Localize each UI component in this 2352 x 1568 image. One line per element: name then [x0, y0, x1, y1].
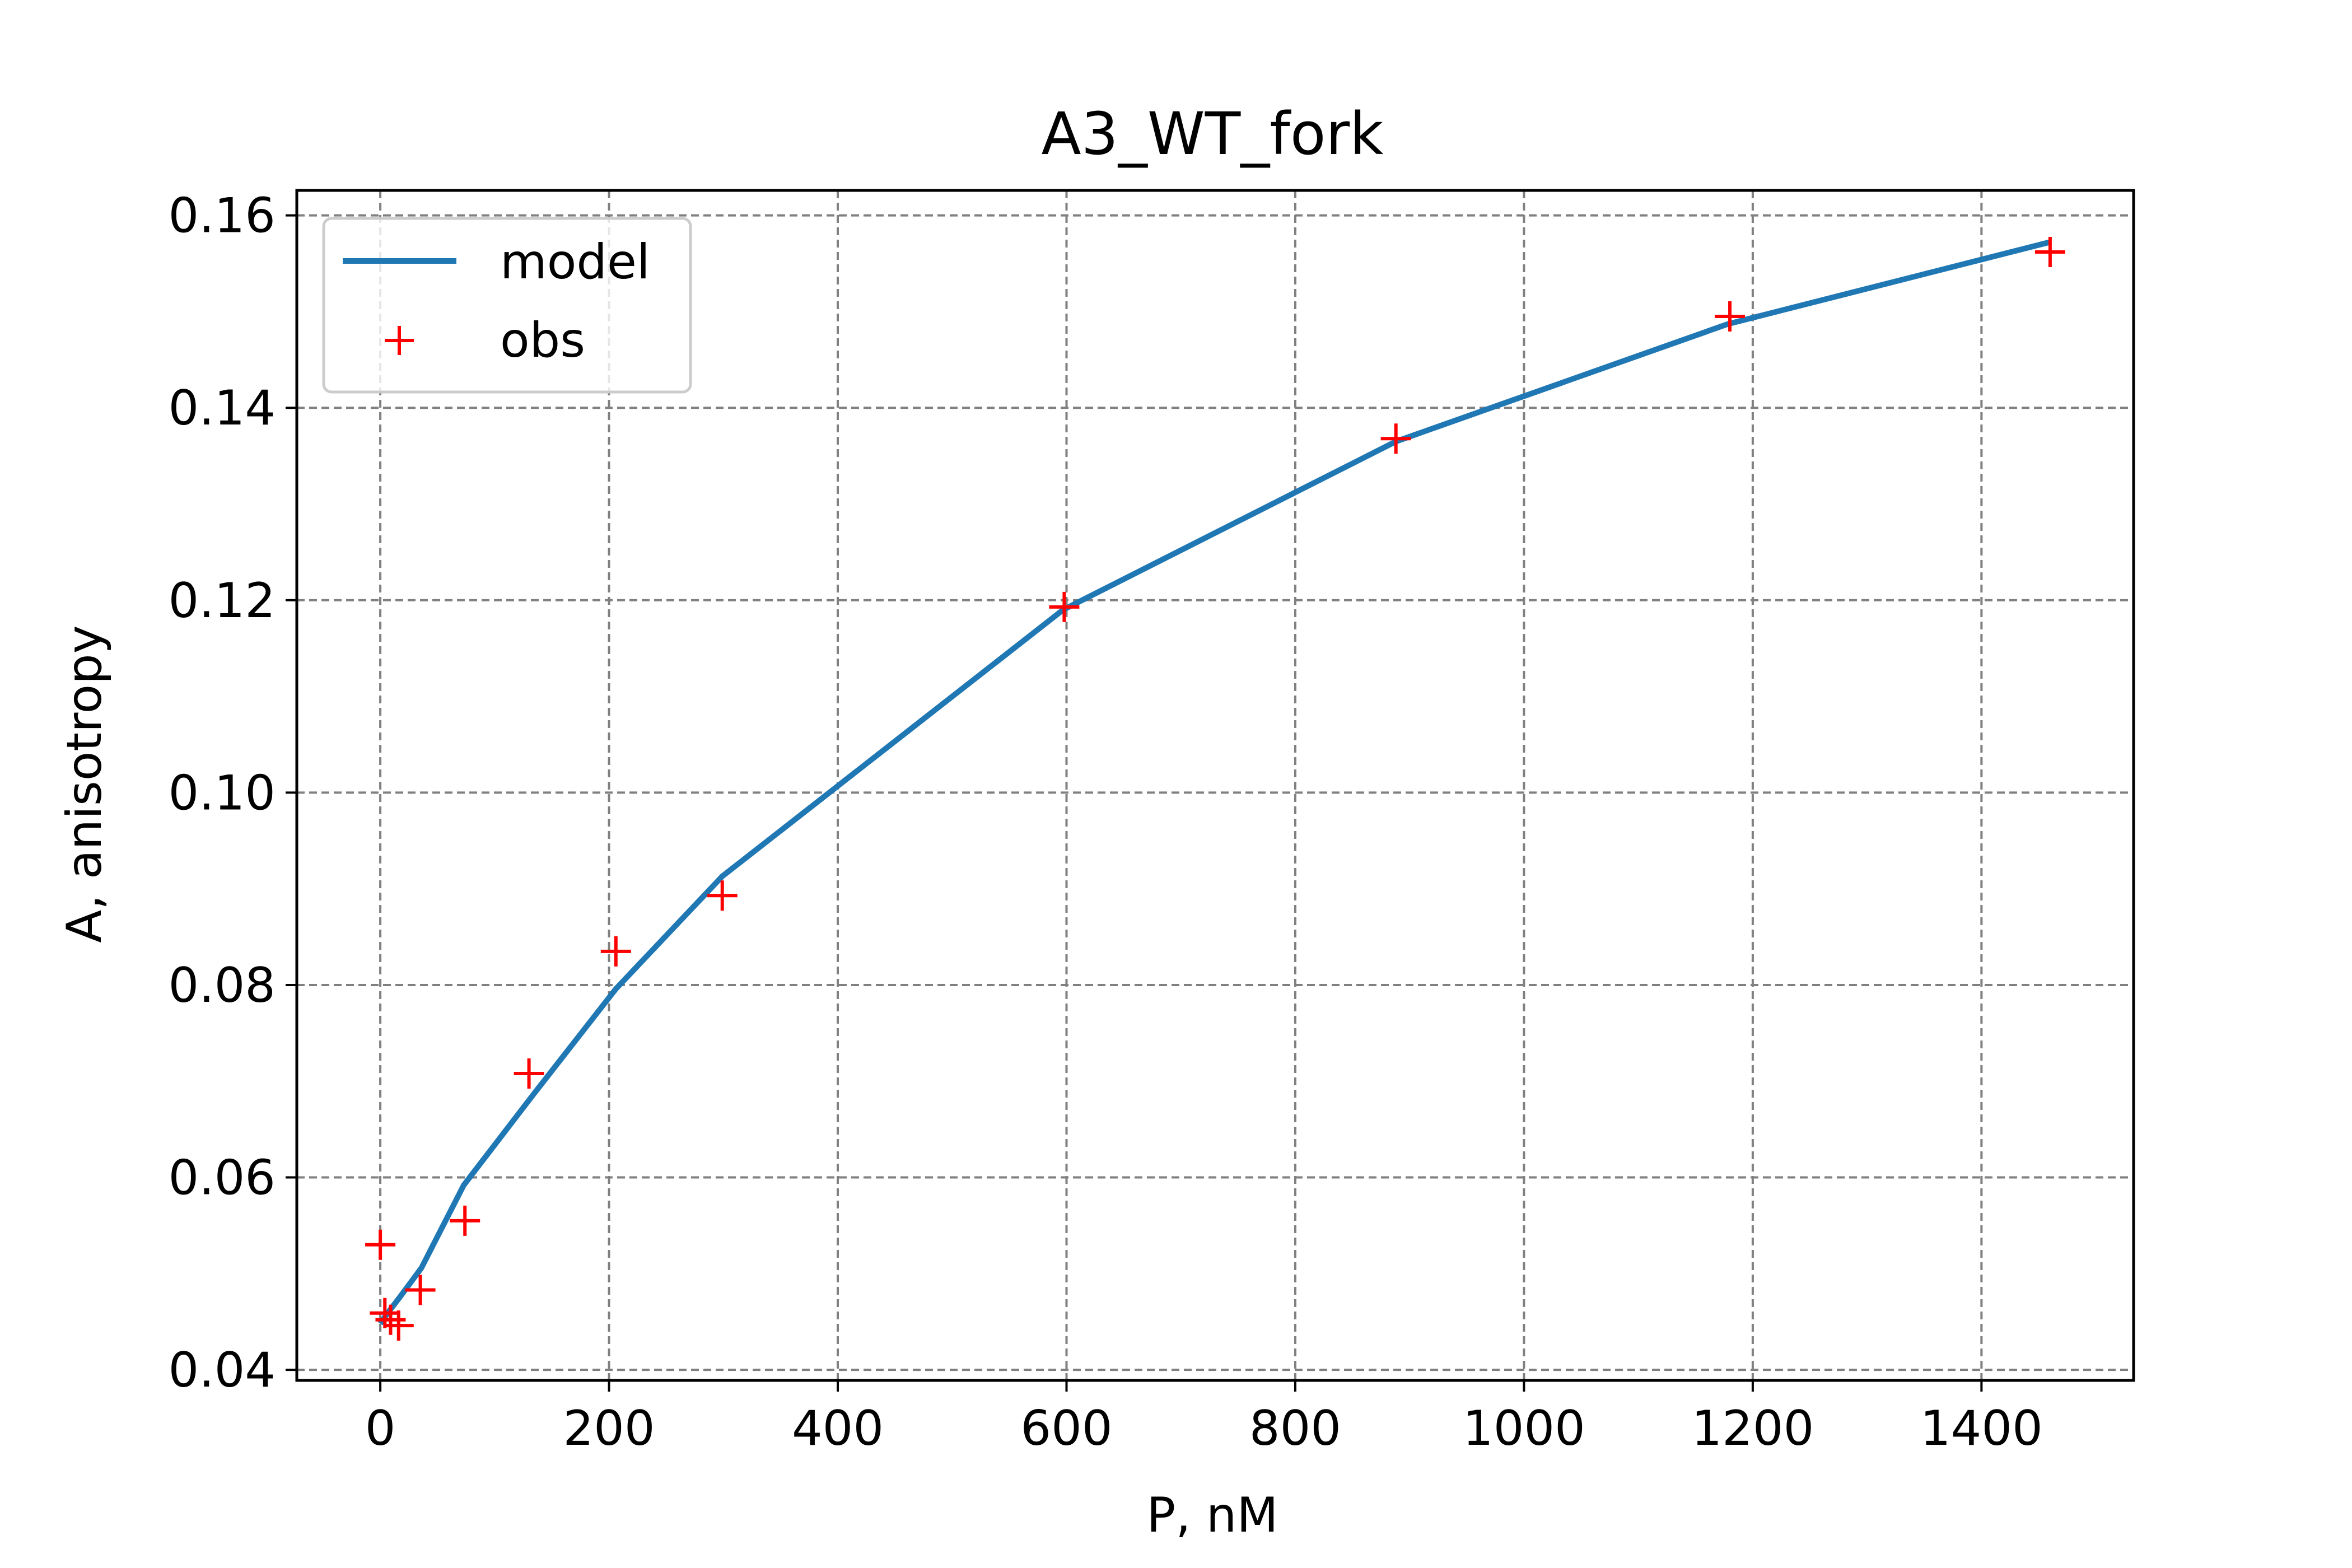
plot-frame: [295, 189, 2135, 1382]
x-tick-label: 0: [365, 1401, 396, 1457]
x-axis-label: P, nM: [1146, 1487, 1278, 1543]
obs-point: [1715, 301, 1746, 332]
x-tick-label: 1000: [1463, 1401, 1585, 1457]
model-line: [377, 239, 2050, 1326]
series-obs: [365, 236, 2065, 1341]
obs-point: [707, 880, 738, 911]
obs-point: [514, 1058, 544, 1089]
y-tick-label: 0.12: [169, 573, 276, 629]
y-axis-ticks: 0.04 0.06 0.08 0.10 0.12 0.14 0.16: [169, 188, 297, 1398]
series-model: [377, 239, 2050, 1326]
chart-title: A3_WT_fork: [1042, 100, 1384, 168]
y-axis-label: A, anisotropy: [57, 625, 113, 942]
x-tick-label: 1400: [1920, 1401, 2043, 1457]
x-tick-label: 400: [792, 1401, 884, 1457]
obs-point: [450, 1205, 480, 1236]
obs-point: [405, 1275, 436, 1305]
x-tick-label: 1200: [1691, 1401, 1814, 1457]
obs-point: [370, 1298, 400, 1328]
y-tick-label: 0.04: [169, 1342, 276, 1398]
legend-model-label: model: [500, 234, 650, 290]
legend: model obs: [322, 217, 692, 394]
x-tick-label: 600: [1020, 1401, 1112, 1457]
x-tick-label: 200: [563, 1401, 655, 1457]
obs-point: [375, 1304, 406, 1335]
obs-point: [1380, 423, 1411, 454]
legend-obs-swatch: [385, 326, 414, 355]
x-tick-label: 800: [1249, 1401, 1341, 1457]
obs-point: [1049, 591, 1080, 622]
y-tick-label: 0.10: [169, 765, 276, 821]
grid: [297, 190, 2134, 1380]
obs-point: [600, 936, 631, 967]
obs-point: [383, 1310, 414, 1341]
y-tick-label: 0.14: [169, 380, 276, 436]
y-tick-label: 0.06: [169, 1150, 276, 1206]
y-tick-label: 0.08: [169, 958, 276, 1014]
obs-point: [2034, 236, 2065, 267]
y-tick-label: 0.16: [169, 188, 276, 244]
obs-point: [365, 1229, 396, 1260]
x-axis-ticks: 0 200 400 600 800 1000 1200 1400: [365, 1380, 2043, 1457]
legend-obs-label: obs: [500, 312, 585, 368]
